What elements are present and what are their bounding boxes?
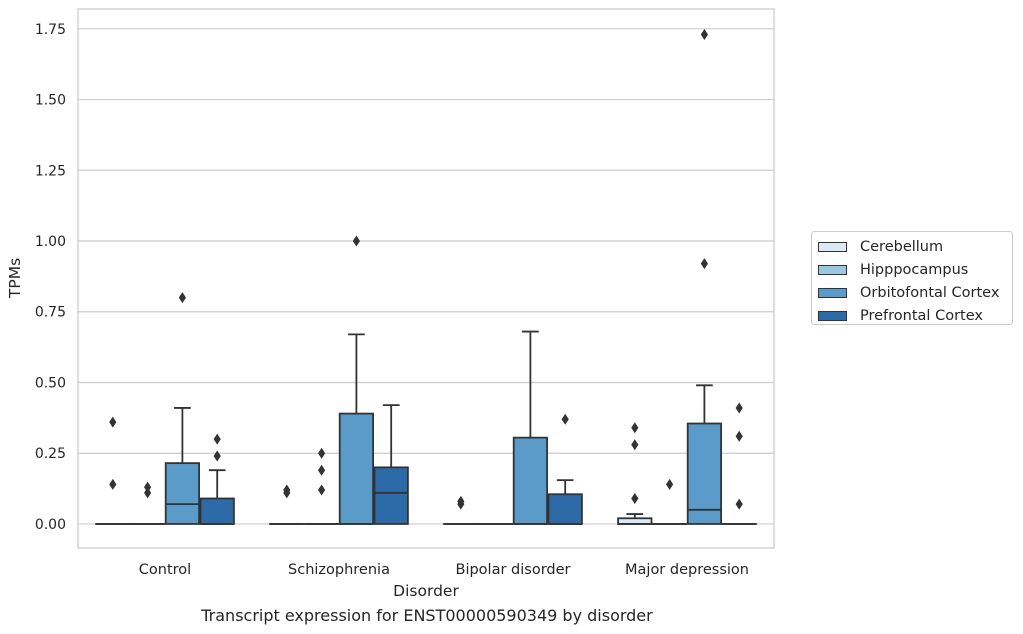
box-group bbox=[338, 235, 375, 525]
box bbox=[338, 412, 375, 525]
legend: Cerebellum Hipppocampus Orbitofontal Corte… bbox=[811, 231, 1013, 325]
box-group bbox=[303, 447, 340, 525]
legend-swatch bbox=[818, 265, 847, 276]
box-group bbox=[512, 330, 549, 525]
legend-swatch bbox=[818, 242, 847, 253]
outlier-point bbox=[735, 498, 743, 510]
legend-item: Prefrontal Cortex bbox=[818, 304, 1012, 327]
outlier-point bbox=[735, 430, 743, 442]
outlier-point bbox=[666, 478, 674, 490]
gridlines bbox=[78, 28, 774, 525]
outlier-point bbox=[283, 487, 291, 499]
y-tick-label: 1.50 bbox=[35, 93, 66, 109]
outlier-point bbox=[631, 492, 639, 504]
outlier-point bbox=[735, 402, 743, 414]
outlier-point bbox=[457, 498, 465, 510]
box bbox=[686, 422, 723, 525]
legend-item: Cerebellum bbox=[818, 236, 1012, 259]
x-tick-label: Control bbox=[139, 562, 191, 578]
box-group bbox=[651, 478, 688, 525]
outlier-point bbox=[631, 422, 639, 434]
legend-swatch bbox=[818, 310, 847, 321]
x-tick-label: Bipolar disorder bbox=[456, 562, 571, 578]
box-group bbox=[547, 413, 583, 525]
outlier-point bbox=[318, 464, 326, 476]
box-group bbox=[686, 28, 723, 525]
box bbox=[373, 466, 409, 525]
y-tick-label: 1.25 bbox=[35, 163, 66, 179]
outlier-point bbox=[318, 447, 326, 459]
box-group bbox=[199, 433, 235, 525]
x-tick-label: Schizophrenia bbox=[288, 562, 390, 578]
y-axis-label: TPMs bbox=[6, 258, 24, 299]
legend-swatch bbox=[818, 287, 847, 298]
legend-label: Orbitofontal Cortex bbox=[860, 284, 1000, 301]
box bbox=[164, 462, 201, 525]
y-tick-label: 0.25 bbox=[35, 446, 66, 462]
outlier-point bbox=[700, 258, 708, 270]
box bbox=[547, 493, 583, 525]
x-tick-labels: Control Schizophrenia Bipolar disorder Majo… bbox=[139, 562, 749, 578]
legend-label: Cerebellum bbox=[860, 239, 944, 256]
outlier-point bbox=[561, 413, 569, 425]
box-group bbox=[129, 481, 166, 525]
y-tick-label: 1.75 bbox=[35, 22, 66, 38]
y-tick-label: 1.00 bbox=[35, 234, 66, 250]
legend-label: Hipppocampus bbox=[860, 262, 969, 279]
outlier-point bbox=[178, 292, 186, 304]
outlier-point bbox=[144, 487, 152, 499]
legend-label: Prefrontal Cortex bbox=[860, 307, 983, 324]
y-tick-label: 0.50 bbox=[35, 375, 66, 391]
box-group bbox=[617, 422, 653, 525]
box-plots bbox=[95, 28, 757, 525]
outlier-point bbox=[352, 235, 360, 247]
y-tick-label: 0.00 bbox=[35, 517, 66, 533]
outlier-point bbox=[144, 481, 152, 493]
plot-area-frame bbox=[77, 8, 775, 549]
outlier-point bbox=[700, 28, 708, 40]
box-group bbox=[164, 292, 201, 525]
box bbox=[512, 436, 549, 525]
outlier-point bbox=[213, 433, 221, 445]
outlier-point bbox=[631, 439, 639, 451]
chart-caption: Transcript expression for ENST0000059034… bbox=[201, 606, 653, 625]
box-group bbox=[95, 416, 131, 525]
outlier-point bbox=[318, 484, 326, 496]
legend-item: Orbitofontal Cortex bbox=[818, 282, 1012, 305]
outlier-point bbox=[109, 416, 117, 428]
box-group bbox=[443, 495, 479, 525]
y-tick-label: 0.75 bbox=[35, 305, 66, 321]
x-axis-label: Disorder bbox=[393, 582, 459, 600]
x-tick-label: Major depression bbox=[625, 562, 749, 578]
outlier-point bbox=[109, 478, 117, 490]
box-group bbox=[721, 402, 757, 525]
legend-item: Hipppocampus bbox=[818, 259, 1012, 282]
box-group bbox=[373, 404, 409, 525]
box-group bbox=[269, 484, 305, 525]
outlier-point bbox=[213, 450, 221, 462]
box bbox=[199, 497, 235, 525]
y-tick-labels: 0.00 0.25 0.50 0.75 1.00 1.25 1.50 1.75 bbox=[35, 22, 66, 533]
